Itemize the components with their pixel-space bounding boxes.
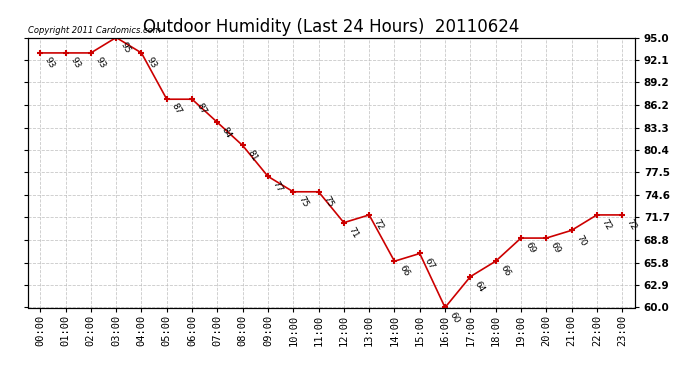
Text: 66: 66 — [397, 264, 411, 279]
Text: Copyright 2011 Cardomics.com: Copyright 2011 Cardomics.com — [28, 26, 161, 35]
Text: 95: 95 — [119, 40, 132, 55]
Text: 81: 81 — [246, 148, 259, 163]
Text: 87: 87 — [170, 102, 183, 117]
Text: 72: 72 — [600, 218, 613, 232]
Text: 87: 87 — [195, 102, 208, 117]
Text: 75: 75 — [322, 195, 335, 209]
Text: 84: 84 — [220, 125, 234, 140]
Text: 64: 64 — [473, 279, 486, 294]
Text: 93: 93 — [94, 56, 107, 70]
Text: 93: 93 — [144, 56, 158, 70]
Title: Outdoor Humidity (Last 24 Hours)  20110624: Outdoor Humidity (Last 24 Hours) 2011062… — [143, 18, 520, 36]
Text: 70: 70 — [574, 233, 588, 248]
Text: 60: 60 — [448, 310, 462, 325]
Text: 69: 69 — [549, 241, 562, 255]
Text: 66: 66 — [498, 264, 512, 279]
Text: 71: 71 — [346, 225, 360, 240]
Text: 75: 75 — [296, 195, 310, 209]
Text: 72: 72 — [625, 218, 638, 232]
Text: 77: 77 — [270, 179, 284, 194]
Text: 69: 69 — [524, 241, 538, 255]
Text: 93: 93 — [43, 56, 57, 70]
Text: 72: 72 — [372, 218, 386, 232]
Text: 93: 93 — [68, 56, 82, 70]
Text: 67: 67 — [422, 256, 436, 271]
